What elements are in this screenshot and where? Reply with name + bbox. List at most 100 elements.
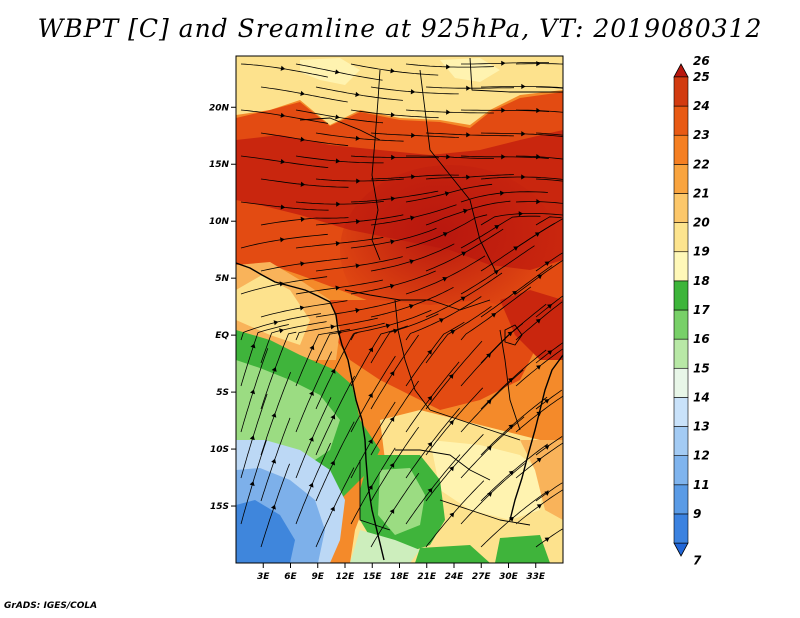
streamline-arrow — [536, 198, 541, 205]
map-axes: 20N 15N 10N 5N EQ 5S 10S 15S 3E 6E 9E 12E 15E 18E 21E 2… — [209, 103, 546, 582]
streamline-arrow — [544, 399, 550, 404]
streamline-arrow — [466, 85, 471, 91]
lon-tick-label: 30E — [499, 572, 519, 582]
streamline-arrow — [427, 488, 433, 493]
colorbar-label: 11 — [693, 478, 710, 492]
streamline-arrow — [250, 343, 256, 349]
colorbar-swatch — [673, 397, 689, 427]
streamline-arrow — [280, 237, 285, 243]
streamline-arrow — [300, 181, 306, 187]
streamline-arrow — [544, 445, 550, 450]
streamline-arrow — [442, 232, 448, 237]
streamline-arrow — [300, 90, 305, 96]
streamline-arrow — [309, 345, 315, 351]
lon-tick-label: 18E — [390, 572, 410, 582]
border-4 — [469, 57, 563, 93]
streamline-arrow — [280, 112, 286, 118]
streamline-arrow — [513, 246, 519, 251]
streamline-arrow — [335, 158, 341, 164]
lon-tick-label: 9E — [312, 572, 325, 582]
lat-tick-label: 5N — [215, 274, 229, 284]
streamline-arrow — [521, 174, 526, 180]
field-south-palegreen — [350, 530, 420, 563]
colorbar-swatch — [673, 222, 689, 253]
streamline-arrow — [249, 481, 255, 487]
streamline-arrow — [466, 132, 471, 138]
lon-tick-label: 27E — [472, 572, 492, 582]
colorbar-swatch — [673, 455, 689, 486]
streamline-arrow — [271, 412, 277, 418]
lat-tick-label: 20N — [209, 103, 230, 113]
streamline-arrow — [368, 439, 373, 445]
colorbar-label: 12 — [693, 449, 710, 463]
streamline-arrow — [460, 296, 466, 302]
streamline-arrow — [501, 107, 506, 113]
lon-tick-label: 3E — [257, 572, 270, 582]
streamline-arrow — [309, 390, 314, 396]
colorbar-label: 16 — [693, 332, 710, 346]
streamline-arrow — [494, 225, 500, 230]
streamline-arrow — [335, 69, 340, 75]
streamline-arrow — [279, 328, 284, 334]
streamline-arrow — [390, 239, 395, 245]
streamline-arrow — [356, 178, 361, 184]
lon-tick-label: 15E — [363, 572, 383, 582]
streamline-arrow — [335, 241, 341, 247]
lon-tick-label: 12E — [336, 572, 356, 582]
streamline-arrow — [409, 259, 415, 265]
streamline-arrow — [508, 516, 514, 522]
streamline-arrow — [330, 368, 336, 374]
streamline-arrow — [512, 290, 518, 296]
streamline-arrow — [450, 330, 456, 335]
streamline-arrow — [330, 506, 335, 512]
colorbar-swatch — [673, 105, 689, 136]
colorbar-swatch — [673, 134, 689, 165]
streamline — [535, 86, 563, 89]
streamline-arrow — [537, 274, 543, 280]
streamline-arrow — [270, 504, 276, 510]
streamline-arrow — [330, 414, 336, 420]
field-south-green-2 — [415, 545, 490, 563]
streamline-arrow — [536, 504, 542, 509]
streamline-arrow — [536, 60, 541, 67]
streamline-arrow — [390, 68, 395, 74]
streamline-arrow — [389, 416, 395, 422]
streamline-arrow — [493, 270, 499, 275]
streamline-arrow — [463, 208, 468, 214]
colorbar-swatch — [673, 338, 689, 369]
streamline-arrow — [448, 420, 454, 426]
lake-victoria — [504, 324, 523, 346]
streamline-arrow — [427, 349, 432, 355]
colorbar-label: 15 — [693, 361, 710, 375]
colorbar-swatch — [673, 76, 689, 107]
streamline-arrow — [300, 261, 305, 267]
streamline-arrow — [389, 283, 395, 289]
streamline-arrow — [355, 135, 361, 141]
streamline-arrow — [521, 83, 526, 90]
colorbar-swatch — [673, 513, 689, 544]
border-11 — [359, 460, 391, 531]
colorbar-swatch — [673, 251, 689, 282]
streamline-arrow — [486, 445, 492, 451]
colorbar-swatch — [673, 280, 689, 311]
streamline-arrow — [444, 191, 450, 197]
streamline-arrow — [410, 89, 416, 95]
streamline-arrow — [449, 466, 454, 472]
streamline-arrow — [544, 537, 550, 543]
streamline-arrow — [279, 281, 285, 287]
streamline-arrow — [271, 458, 277, 464]
streamline — [535, 178, 563, 182]
streamline-arrow — [355, 263, 361, 269]
border-6 — [394, 299, 431, 411]
streamline-arrow — [271, 366, 277, 372]
colorbar-label: 7 — [693, 554, 702, 568]
streamline-arrow — [427, 395, 433, 401]
streamline-arrow — [368, 393, 373, 399]
grads-credit: GrADS: IGES/COLA — [4, 601, 98, 611]
streamline-arrow — [408, 304, 414, 309]
streamline-arrow — [385, 323, 391, 329]
streamline-arrow — [273, 320, 279, 326]
streamline-arrow — [535, 318, 541, 324]
colorbar-label: 20 — [693, 216, 710, 230]
streamline-arrow — [448, 373, 454, 379]
